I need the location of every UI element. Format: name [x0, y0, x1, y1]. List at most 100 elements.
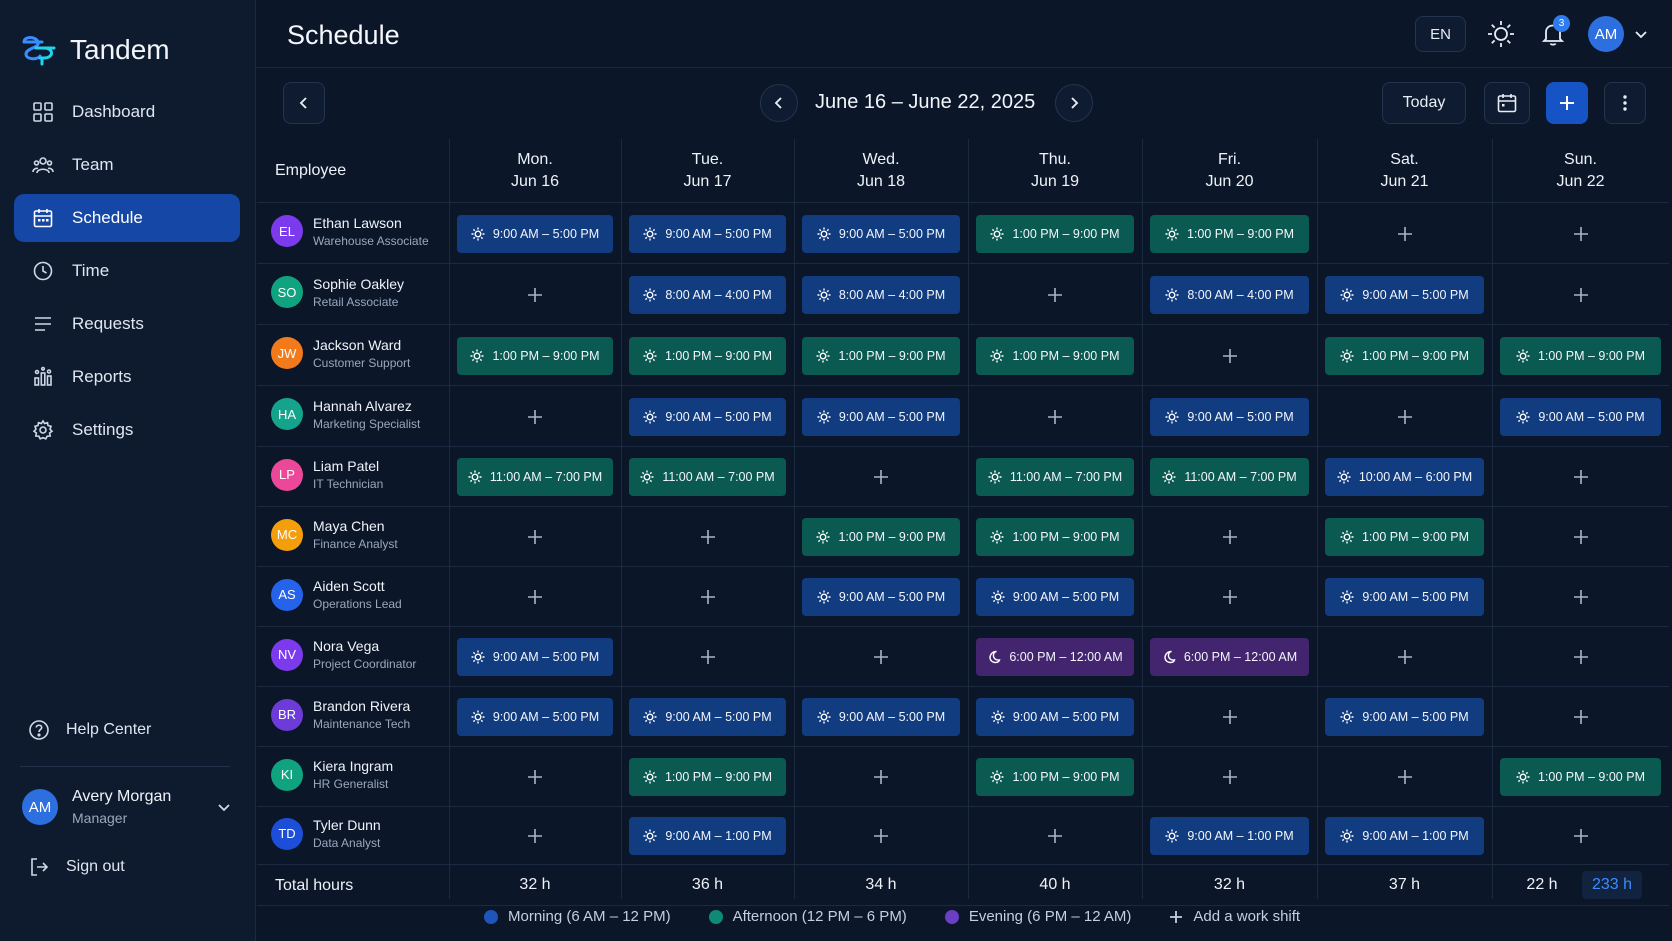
shift-block-afternoon[interactable]: 1:00 PM – 9:00 PM	[976, 214, 1134, 253]
add-shift-cell[interactable]	[1571, 587, 1591, 607]
add-shift-cell[interactable]	[871, 826, 891, 846]
shift-block-morning[interactable]: 10:00 AM – 6:00 PM	[1325, 458, 1484, 496]
sidebar-item-team[interactable]: Team	[14, 141, 240, 189]
employee-cell[interactable]: HA Hannah Alvarez Marketing Specialist	[271, 398, 420, 431]
shift-block-afternoon[interactable]: 1:00 PM – 9:00 PM	[976, 758, 1134, 796]
shift-block-morning[interactable]: 9:00 AM – 5:00 PM	[802, 698, 960, 736]
add-shift-cell[interactable]	[1571, 707, 1591, 727]
add-shift-cell[interactable]	[698, 647, 718, 667]
shift-block-morning[interactable]: 9:00 AM – 5:00 PM	[1325, 275, 1484, 314]
shift-block-morning[interactable]: 9:00 AM – 5:00 PM	[976, 698, 1134, 736]
brand[interactable]: Tandem	[20, 30, 170, 70]
sidebar-item-schedule[interactable]: Schedule	[14, 194, 240, 242]
collapse-sidebar-button[interactable]	[283, 82, 325, 124]
shift-block-morning[interactable]: 9:00 AM – 1:00 PM	[1325, 817, 1484, 855]
add-shift-cell[interactable]	[1395, 407, 1415, 427]
day-column-header[interactable]: Wed. Jun 18	[794, 139, 968, 203]
add-shift-cell[interactable]	[525, 826, 545, 846]
user-menu[interactable]: AM Avery Morgan Manager	[22, 788, 232, 826]
add-shift-cell[interactable]	[1220, 707, 1240, 727]
sidebar-item-reports[interactable]: Reports	[14, 353, 240, 401]
add-shift-cell[interactable]	[1395, 767, 1415, 787]
help-center-link[interactable]: Help Center	[28, 719, 151, 741]
more-options-button[interactable]	[1604, 82, 1646, 124]
shift-block-morning[interactable]: 9:00 AM – 5:00 PM	[976, 578, 1134, 616]
shift-block-afternoon[interactable]: 1:00 PM – 9:00 PM	[629, 758, 786, 796]
add-shift-cell[interactable]	[1571, 285, 1591, 305]
shift-block-morning[interactable]: 9:00 AM – 5:00 PM	[629, 397, 786, 436]
shift-block-morning[interactable]: 9:00 AM – 1:00 PM	[629, 817, 786, 855]
shift-block-afternoon[interactable]: 1:00 PM – 9:00 PM	[1500, 758, 1661, 796]
shift-block-morning[interactable]: 9:00 AM – 5:00 PM	[1325, 698, 1484, 736]
shift-block-afternoon[interactable]: 11:00 AM – 7:00 PM	[1150, 458, 1309, 496]
shift-block-morning[interactable]: 9:00 AM – 5:00 PM	[457, 638, 613, 676]
employee-cell[interactable]: LP Liam Patel IT Technician	[271, 458, 383, 491]
day-column-header[interactable]: Sun. Jun 22	[1492, 139, 1669, 203]
shift-block-afternoon[interactable]: 1:00 PM – 9:00 PM	[802, 336, 960, 375]
add-shift-cell[interactable]	[1045, 826, 1065, 846]
add-shift-cell[interactable]	[1571, 224, 1591, 244]
employee-cell[interactable]: KI Kiera Ingram HR Generalist	[271, 758, 393, 791]
add-shift-cell[interactable]	[871, 767, 891, 787]
add-shift-cell[interactable]	[1220, 767, 1240, 787]
previous-week-button[interactable]	[760, 84, 798, 122]
shift-block-morning[interactable]: 9:00 AM – 5:00 PM	[629, 214, 786, 253]
day-column-header[interactable]: Fri. Jun 20	[1142, 139, 1317, 203]
shift-block-evening[interactable]: 6:00 PM – 12:00 AM	[976, 638, 1134, 676]
shift-block-afternoon[interactable]: 1:00 PM – 9:00 PM	[457, 336, 613, 375]
add-shift-cell[interactable]	[1571, 467, 1591, 487]
shift-block-morning[interactable]: 9:00 AM – 1:00 PM	[1150, 817, 1309, 855]
legend-add-shift[interactable]: Add a work shift	[1169, 908, 1300, 925]
shift-block-morning[interactable]: 9:00 AM – 5:00 PM	[457, 214, 613, 253]
today-button[interactable]: Today	[1382, 82, 1466, 124]
add-shift-cell[interactable]	[525, 527, 545, 547]
shift-block-morning[interactable]: 8:00 AM – 4:00 PM	[629, 275, 786, 314]
date-picker-button[interactable]	[1484, 82, 1530, 124]
add-shift-cell[interactable]	[1571, 826, 1591, 846]
day-column-header[interactable]: Mon. Jun 16	[449, 139, 621, 203]
shift-block-morning[interactable]: 9:00 AM – 5:00 PM	[629, 698, 786, 736]
account-menu[interactable]: AM	[1588, 16, 1648, 52]
shift-block-morning[interactable]: 9:00 AM – 5:00 PM	[1325, 578, 1484, 616]
add-shift-cell[interactable]	[525, 767, 545, 787]
add-shift-cell[interactable]	[525, 407, 545, 427]
shift-block-afternoon[interactable]: 1:00 PM – 9:00 PM	[802, 518, 960, 556]
employee-cell[interactable]: JW Jackson Ward Customer Support	[271, 337, 410, 370]
shift-block-morning[interactable]: 9:00 AM – 5:00 PM	[1150, 397, 1309, 436]
add-shift-cell[interactable]	[1220, 587, 1240, 607]
add-shift-cell[interactable]	[871, 647, 891, 667]
employee-cell[interactable]: SO Sophie Oakley Retail Associate	[271, 276, 404, 309]
day-column-header[interactable]: Tue. Jun 17	[621, 139, 794, 203]
add-shift-cell[interactable]	[1571, 527, 1591, 547]
add-shift-cell[interactable]	[525, 285, 545, 305]
employee-cell[interactable]: MC Maya Chen Finance Analyst	[271, 518, 398, 551]
shift-block-afternoon[interactable]: 1:00 PM – 9:00 PM	[976, 336, 1134, 375]
language-button[interactable]: EN	[1415, 16, 1466, 52]
shift-block-afternoon[interactable]: 11:00 AM – 7:00 PM	[976, 458, 1134, 496]
notifications-button[interactable]: 3	[1536, 15, 1570, 51]
shift-block-morning[interactable]: 8:00 AM – 4:00 PM	[1150, 275, 1309, 314]
shift-block-morning[interactable]: 9:00 AM – 5:00 PM	[802, 214, 960, 253]
employee-cell[interactable]: AS Aiden Scott Operations Lead	[271, 578, 402, 611]
add-shift-cell[interactable]	[525, 587, 545, 607]
shift-block-afternoon[interactable]: 1:00 PM – 9:00 PM	[1325, 336, 1484, 375]
add-shift-cell[interactable]	[698, 587, 718, 607]
add-shift-cell[interactable]	[1571, 647, 1591, 667]
add-shift-cell[interactable]	[871, 467, 891, 487]
add-shift-cell[interactable]	[1220, 346, 1240, 366]
sidebar-item-time[interactable]: Time	[14, 247, 240, 295]
shift-block-morning[interactable]: 8:00 AM – 4:00 PM	[802, 275, 960, 314]
add-shift-cell[interactable]	[1045, 407, 1065, 427]
add-shift-cell[interactable]	[1045, 285, 1065, 305]
sidebar-item-settings[interactable]: Settings	[14, 406, 240, 454]
sidebar-item-dashboard[interactable]: Dashboard	[14, 88, 240, 136]
employee-cell[interactable]: BR Brandon Rivera Maintenance Tech	[271, 698, 410, 731]
add-shift-cell[interactable]	[1395, 647, 1415, 667]
add-shift-cell[interactable]	[698, 527, 718, 547]
shift-block-afternoon[interactable]: 1:00 PM – 9:00 PM	[1150, 214, 1309, 253]
shift-block-afternoon[interactable]: 11:00 AM – 7:00 PM	[629, 458, 786, 496]
day-column-header[interactable]: Sat. Jun 21	[1317, 139, 1492, 203]
shift-block-morning[interactable]: 9:00 AM – 5:00 PM	[802, 397, 960, 436]
employee-cell[interactable]: EL Ethan Lawson Warehouse Associate	[271, 215, 429, 248]
day-column-header[interactable]: Thu. Jun 19	[968, 139, 1142, 203]
